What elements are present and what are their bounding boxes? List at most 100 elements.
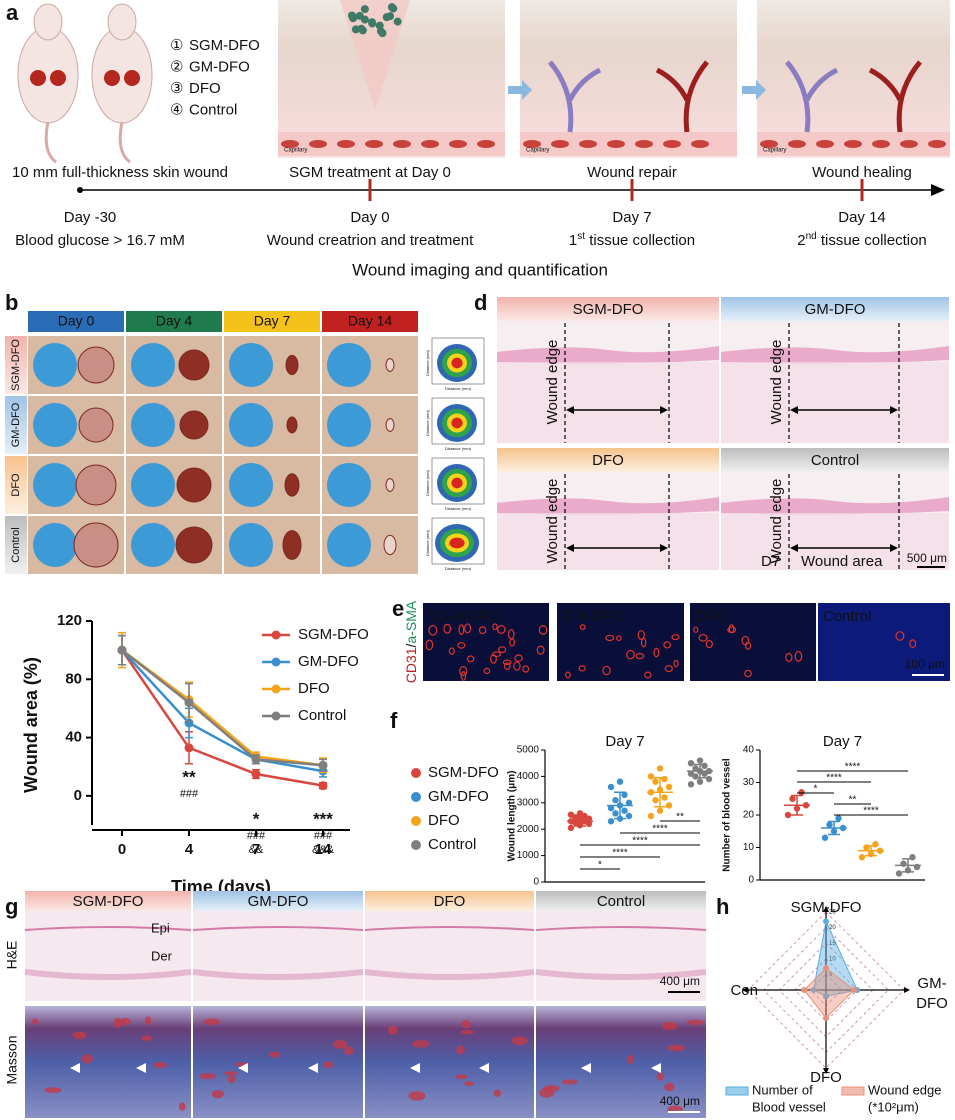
masson-feature [460, 1029, 475, 1035]
series-line [121, 649, 324, 767]
blood-cell [477, 140, 495, 148]
scale-label: 400 μm [660, 1094, 700, 1108]
comparison-label: **** [632, 836, 648, 847]
legend-label: SGM-DFO [298, 626, 369, 643]
legend-marker [271, 657, 281, 667]
radar-point [801, 987, 808, 993]
capillary-label: Capillary [763, 148, 786, 154]
series-line [121, 649, 324, 773]
vessel-signal [483, 667, 491, 675]
wound [385, 358, 395, 372]
timepoint-note: 2nd tissue collection [797, 231, 927, 249]
vessel-signal [538, 625, 548, 635]
blood-cell [872, 140, 890, 148]
x-tick-label: 4 [185, 841, 194, 858]
wound-spot [50, 70, 66, 86]
vessel-signal [693, 626, 699, 633]
row-label: Masson [4, 1035, 20, 1084]
masson-feature [456, 1045, 465, 1055]
data-point [696, 757, 704, 764]
dermis-band [364, 969, 535, 980]
wound [383, 534, 397, 556]
mouse-tail [44, 121, 57, 164]
fluorescence-image [818, 603, 950, 681]
image-label: GM-DFO [562, 608, 623, 625]
masson-feature [119, 1017, 131, 1026]
blood-cell [365, 140, 383, 148]
wound-edge-label: Wound edge [544, 479, 561, 564]
data-point [656, 807, 664, 814]
contour-axis-label: Distance (mm) [445, 446, 472, 451]
y-axis-label: Wound length (μm) [507, 771, 518, 862]
y-tick-label: 0 [748, 875, 754, 886]
significance-mark: ### [314, 830, 333, 842]
dermis [721, 513, 949, 570]
legend-marker [411, 792, 421, 802]
panel-header [25, 891, 191, 911]
radar-tick-label: 25 [829, 910, 836, 916]
blood-cell [607, 140, 625, 148]
group-label: GM-DFO [10, 402, 22, 447]
vessel-signal [502, 659, 512, 666]
contour-axis-label: Distance (mm) [445, 566, 472, 571]
masson-feature [344, 1046, 354, 1056]
day-label: D7 [761, 553, 780, 570]
wound-edge-label: Wound edge [768, 479, 785, 564]
vessel-signal [698, 634, 708, 642]
legend-swatch [841, 1086, 865, 1096]
significance-mark: ### [180, 788, 199, 800]
significance-mark: &&& [312, 844, 335, 856]
y-tick-label: 4000 [517, 771, 540, 782]
comparison-label: * [598, 860, 602, 871]
vessel-signal [464, 623, 472, 634]
mouse-body [17, 26, 79, 124]
vessel [655, 60, 709, 133]
vessel-signal [653, 647, 660, 658]
capillary-label: Capillary [526, 148, 549, 154]
y-tick-label: 10 [743, 842, 755, 853]
blood-cell [760, 140, 778, 148]
masson-image [25, 1006, 191, 1118]
y-tick-label: 80 [65, 670, 82, 687]
blood-cell [551, 140, 569, 148]
panel-label: h [716, 894, 729, 919]
masson-feature [411, 1040, 430, 1048]
vessel-signal [728, 624, 735, 634]
vessel-signal [785, 652, 793, 663]
group-tab [5, 396, 27, 454]
radar-axis-label: DFO [810, 1069, 842, 1086]
group-label: Control [10, 527, 22, 562]
comparison-label: * [814, 784, 818, 795]
row-label: H&E [4, 941, 20, 970]
epidermis [192, 926, 364, 931]
epidermis [364, 926, 535, 931]
vessel-signal [497, 625, 506, 634]
wound-edge-label: Wound edge [544, 340, 561, 425]
vessel-signal [492, 651, 502, 658]
masson-feature [511, 1036, 528, 1046]
data-point [647, 812, 655, 820]
group-name: DFO [189, 80, 221, 97]
group-marker: ① [170, 37, 183, 54]
y-tick-label: 0 [74, 787, 82, 804]
data-point [567, 811, 575, 818]
dermis-band [535, 969, 707, 980]
sgm-bead [351, 25, 360, 34]
wound-marker [581, 1063, 661, 1073]
vessel-signal [428, 624, 438, 636]
panel-header-label: Control [597, 893, 645, 910]
reference-disc [131, 343, 175, 387]
data-point [687, 770, 695, 777]
vessel-signal [498, 646, 507, 654]
wound [285, 354, 299, 376]
data-point [789, 795, 796, 802]
vessel-signal [460, 671, 467, 681]
masson-feature [461, 1020, 471, 1029]
wound-area-label: Wound area [801, 553, 883, 570]
blood-cell [844, 140, 862, 148]
series-point [318, 760, 328, 770]
vessel-signal [616, 635, 622, 642]
comparison-label: ** [849, 795, 857, 806]
reference-disc [229, 343, 273, 387]
sgm-bead [393, 17, 402, 26]
